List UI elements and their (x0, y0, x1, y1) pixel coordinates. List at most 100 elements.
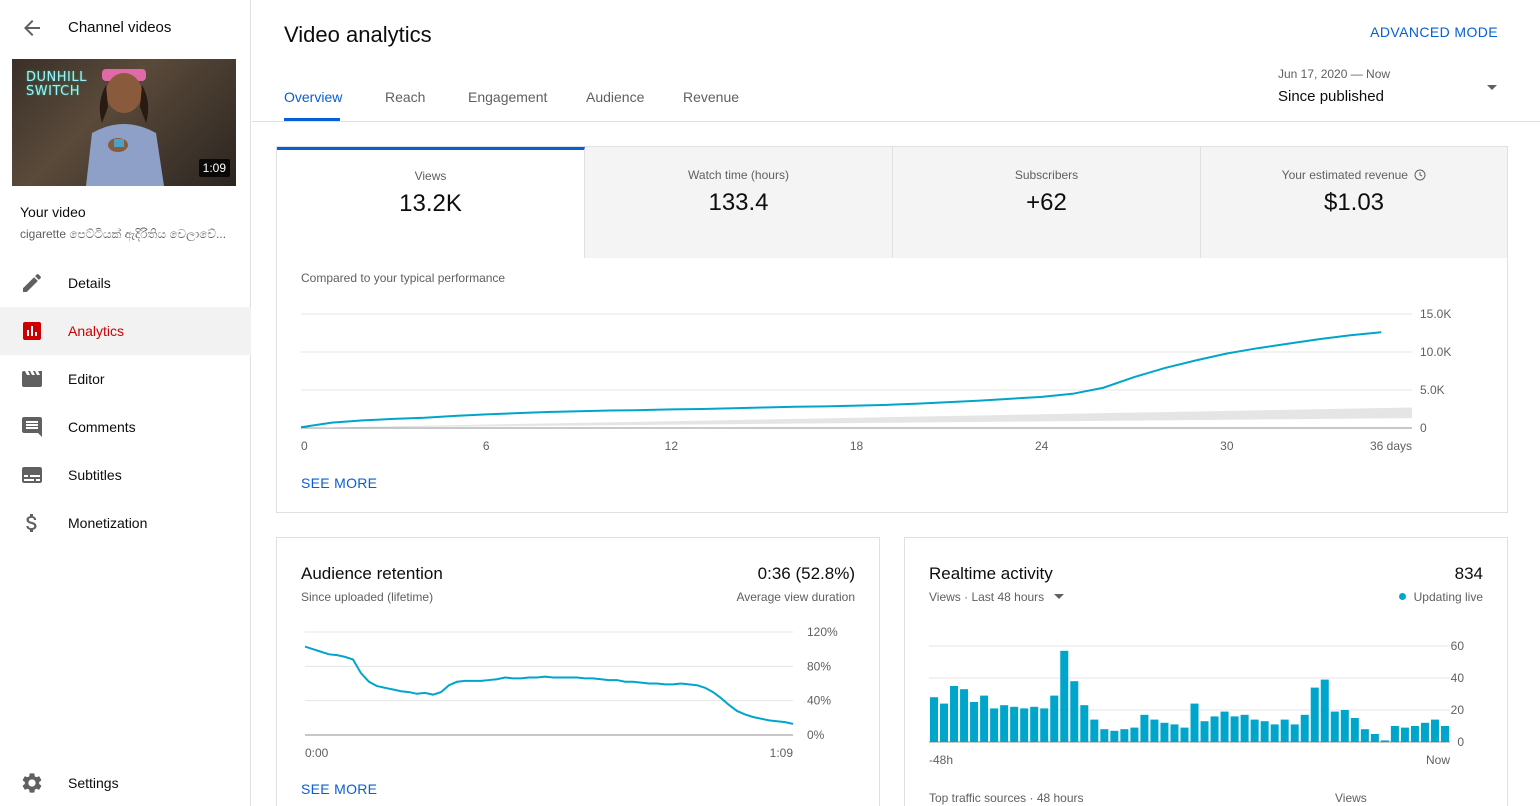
comment-icon (22, 417, 42, 437)
realtime-bar (1210, 716, 1219, 742)
sidebar: Channel videos DUNHILL SWITCH 1:09 Your … (0, 0, 251, 806)
analytics-icon (23, 322, 41, 340)
realtime-bar (1300, 714, 1309, 742)
retention-series-line (304, 645, 794, 725)
realtime-bar (1170, 724, 1179, 742)
realtime-bar (1310, 687, 1319, 742)
y-tick-label: 60 (1451, 639, 1465, 653)
x-tick-label: 0:00 (305, 746, 329, 760)
overview-see-more-link[interactable]: SEE MORE (301, 475, 378, 491)
header-divider (252, 121, 1540, 122)
sidebar-item-analytics[interactable]: Analytics (0, 307, 251, 355)
realtime-activity-card: Realtime activity Views · Last 48 hours … (904, 537, 1508, 806)
metric-subscribers[interactable]: Subscribers +62 (893, 147, 1201, 258)
pencil-icon (23, 273, 41, 292)
realtime-bar (960, 689, 969, 742)
sidebar-item-label: Settings (68, 775, 119, 791)
x-tick-label: -48h (929, 753, 953, 767)
overview-card: Views 13.2K Watch time (hours) 133.4 Sub… (276, 146, 1508, 513)
realtime-bar (1030, 706, 1039, 742)
y-tick-label: 40 (1451, 671, 1465, 685)
sidebar-item-editor[interactable]: Editor (0, 355, 251, 403)
sidebar-item-comments[interactable]: Comments (0, 403, 251, 451)
realtime-status-text: Updating live (1413, 590, 1483, 604)
realtime-bar (1290, 724, 1299, 742)
y-tick-label: 40% (807, 694, 831, 708)
realtime-status: Updating live (1398, 590, 1483, 604)
realtime-bar (930, 697, 939, 742)
realtime-bar (1320, 679, 1329, 742)
x-tick-label: 0 (301, 439, 308, 453)
sidebar-item-settings[interactable]: Settings (0, 759, 251, 806)
sidebar-item-subtitles[interactable]: Subtitles (0, 451, 251, 499)
tab-audience[interactable]: Audience (586, 89, 645, 105)
realtime-bar (1240, 714, 1249, 742)
realtime-bar (1000, 705, 1009, 742)
tab-overview[interactable]: Overview (284, 89, 343, 105)
realtime-bar (1370, 734, 1379, 742)
realtime-bar (1190, 703, 1199, 742)
metric-views[interactable]: Views 13.2K (277, 147, 585, 258)
realtime-bar (1120, 729, 1129, 742)
realtime-bar (1330, 711, 1339, 742)
x-tick-label: 6 (483, 439, 490, 453)
retention-see-more-link[interactable]: SEE MORE (301, 781, 378, 797)
metric-watch-time[interactable]: Watch time (hours) 133.4 (585, 147, 893, 258)
realtime-bar (1280, 719, 1289, 742)
y-tick-label: 20 (1451, 703, 1465, 717)
y-tick-label: 0 (1457, 735, 1464, 749)
tab-reach[interactable]: Reach (385, 89, 426, 105)
back-label: Channel videos (68, 19, 172, 36)
metric-label: Watch time (hours) (688, 168, 789, 182)
realtime-subtitle-dropdown[interactable]: Views · Last 48 hours (929, 590, 1064, 604)
clapperboard-icon (22, 371, 42, 387)
sidebar-item-label: Monetization (68, 515, 148, 531)
metric-estimated-revenue[interactable]: Your estimated revenue $1.03 (1201, 147, 1507, 258)
sidebar-item-details[interactable]: Details (0, 259, 251, 307)
realtime-bar (1040, 708, 1049, 742)
date-range-selector[interactable]: Jun 17, 2020 — Now Since published (1278, 64, 1500, 112)
live-dot-icon (1398, 593, 1406, 600)
back-to-channel-videos[interactable]: Channel videos (0, 0, 251, 54)
video-title: cigarette පෙට්ටියක් ඇදිරිතිය වෙලාවේ... (20, 227, 227, 241)
video-thumbnail[interactable]: DUNHILL SWITCH 1:09 (12, 59, 236, 186)
realtime-bar (1390, 726, 1399, 742)
realtime-bar (1270, 724, 1279, 742)
retention-chart: 0% 40% 80% 120% 0:00 1:09 (304, 625, 838, 760)
realtime-bar (1230, 716, 1239, 742)
realtime-bar (1130, 727, 1139, 742)
realtime-bar (1420, 722, 1429, 742)
your-video-heading: Your video (20, 204, 86, 220)
sidebar-item-monetization[interactable]: Monetization (0, 499, 251, 547)
x-tick-label: 12 (665, 439, 679, 453)
metric-value: 13.2K (399, 190, 462, 217)
y-tick-label: 5.0K (1420, 383, 1445, 397)
realtime-value: 834 (1454, 564, 1483, 583)
traffic-sources-label: Top traffic sources · 48 hours (929, 791, 1084, 805)
realtime-bar (970, 702, 979, 742)
x-tick-label: 1:09 (770, 746, 794, 760)
traffic-views-label: Views (1335, 791, 1367, 805)
dollar-icon (26, 514, 37, 532)
compare-label: Compared to your typical performance (301, 271, 506, 285)
tab-revenue[interactable]: Revenue (683, 89, 740, 105)
sidebar-item-label: Subtitles (68, 467, 122, 483)
realtime-bar (1160, 722, 1169, 742)
tab-engagement[interactable]: Engagement (468, 89, 548, 105)
metric-label: Your estimated revenue (1201, 168, 1507, 182)
realtime-bar (1200, 721, 1209, 742)
realtime-bar (1340, 710, 1349, 742)
realtime-bar (1360, 729, 1369, 742)
advanced-mode-button[interactable]: ADVANCED MODE (1370, 24, 1498, 40)
metric-value: 133.4 (708, 189, 769, 216)
sidebar-item-label: Analytics (68, 323, 125, 339)
realtime-bar (990, 708, 999, 742)
sidebar-item-label: Details (68, 275, 111, 291)
retention-value-label: Average view duration (736, 590, 855, 604)
metric-label-text: Your estimated revenue (1281, 168, 1408, 182)
thumbnail-title-art: DUNHILL SWITCH (26, 70, 87, 99)
dropdown-caret-icon (1053, 594, 1064, 599)
y-tick-label: 10.0K (1420, 345, 1451, 359)
active-tab-indicator (284, 118, 340, 121)
views-chart: 0 5.0K 10.0K 15.0K 0 6 12 18 24 30 36 days (300, 307, 1451, 453)
